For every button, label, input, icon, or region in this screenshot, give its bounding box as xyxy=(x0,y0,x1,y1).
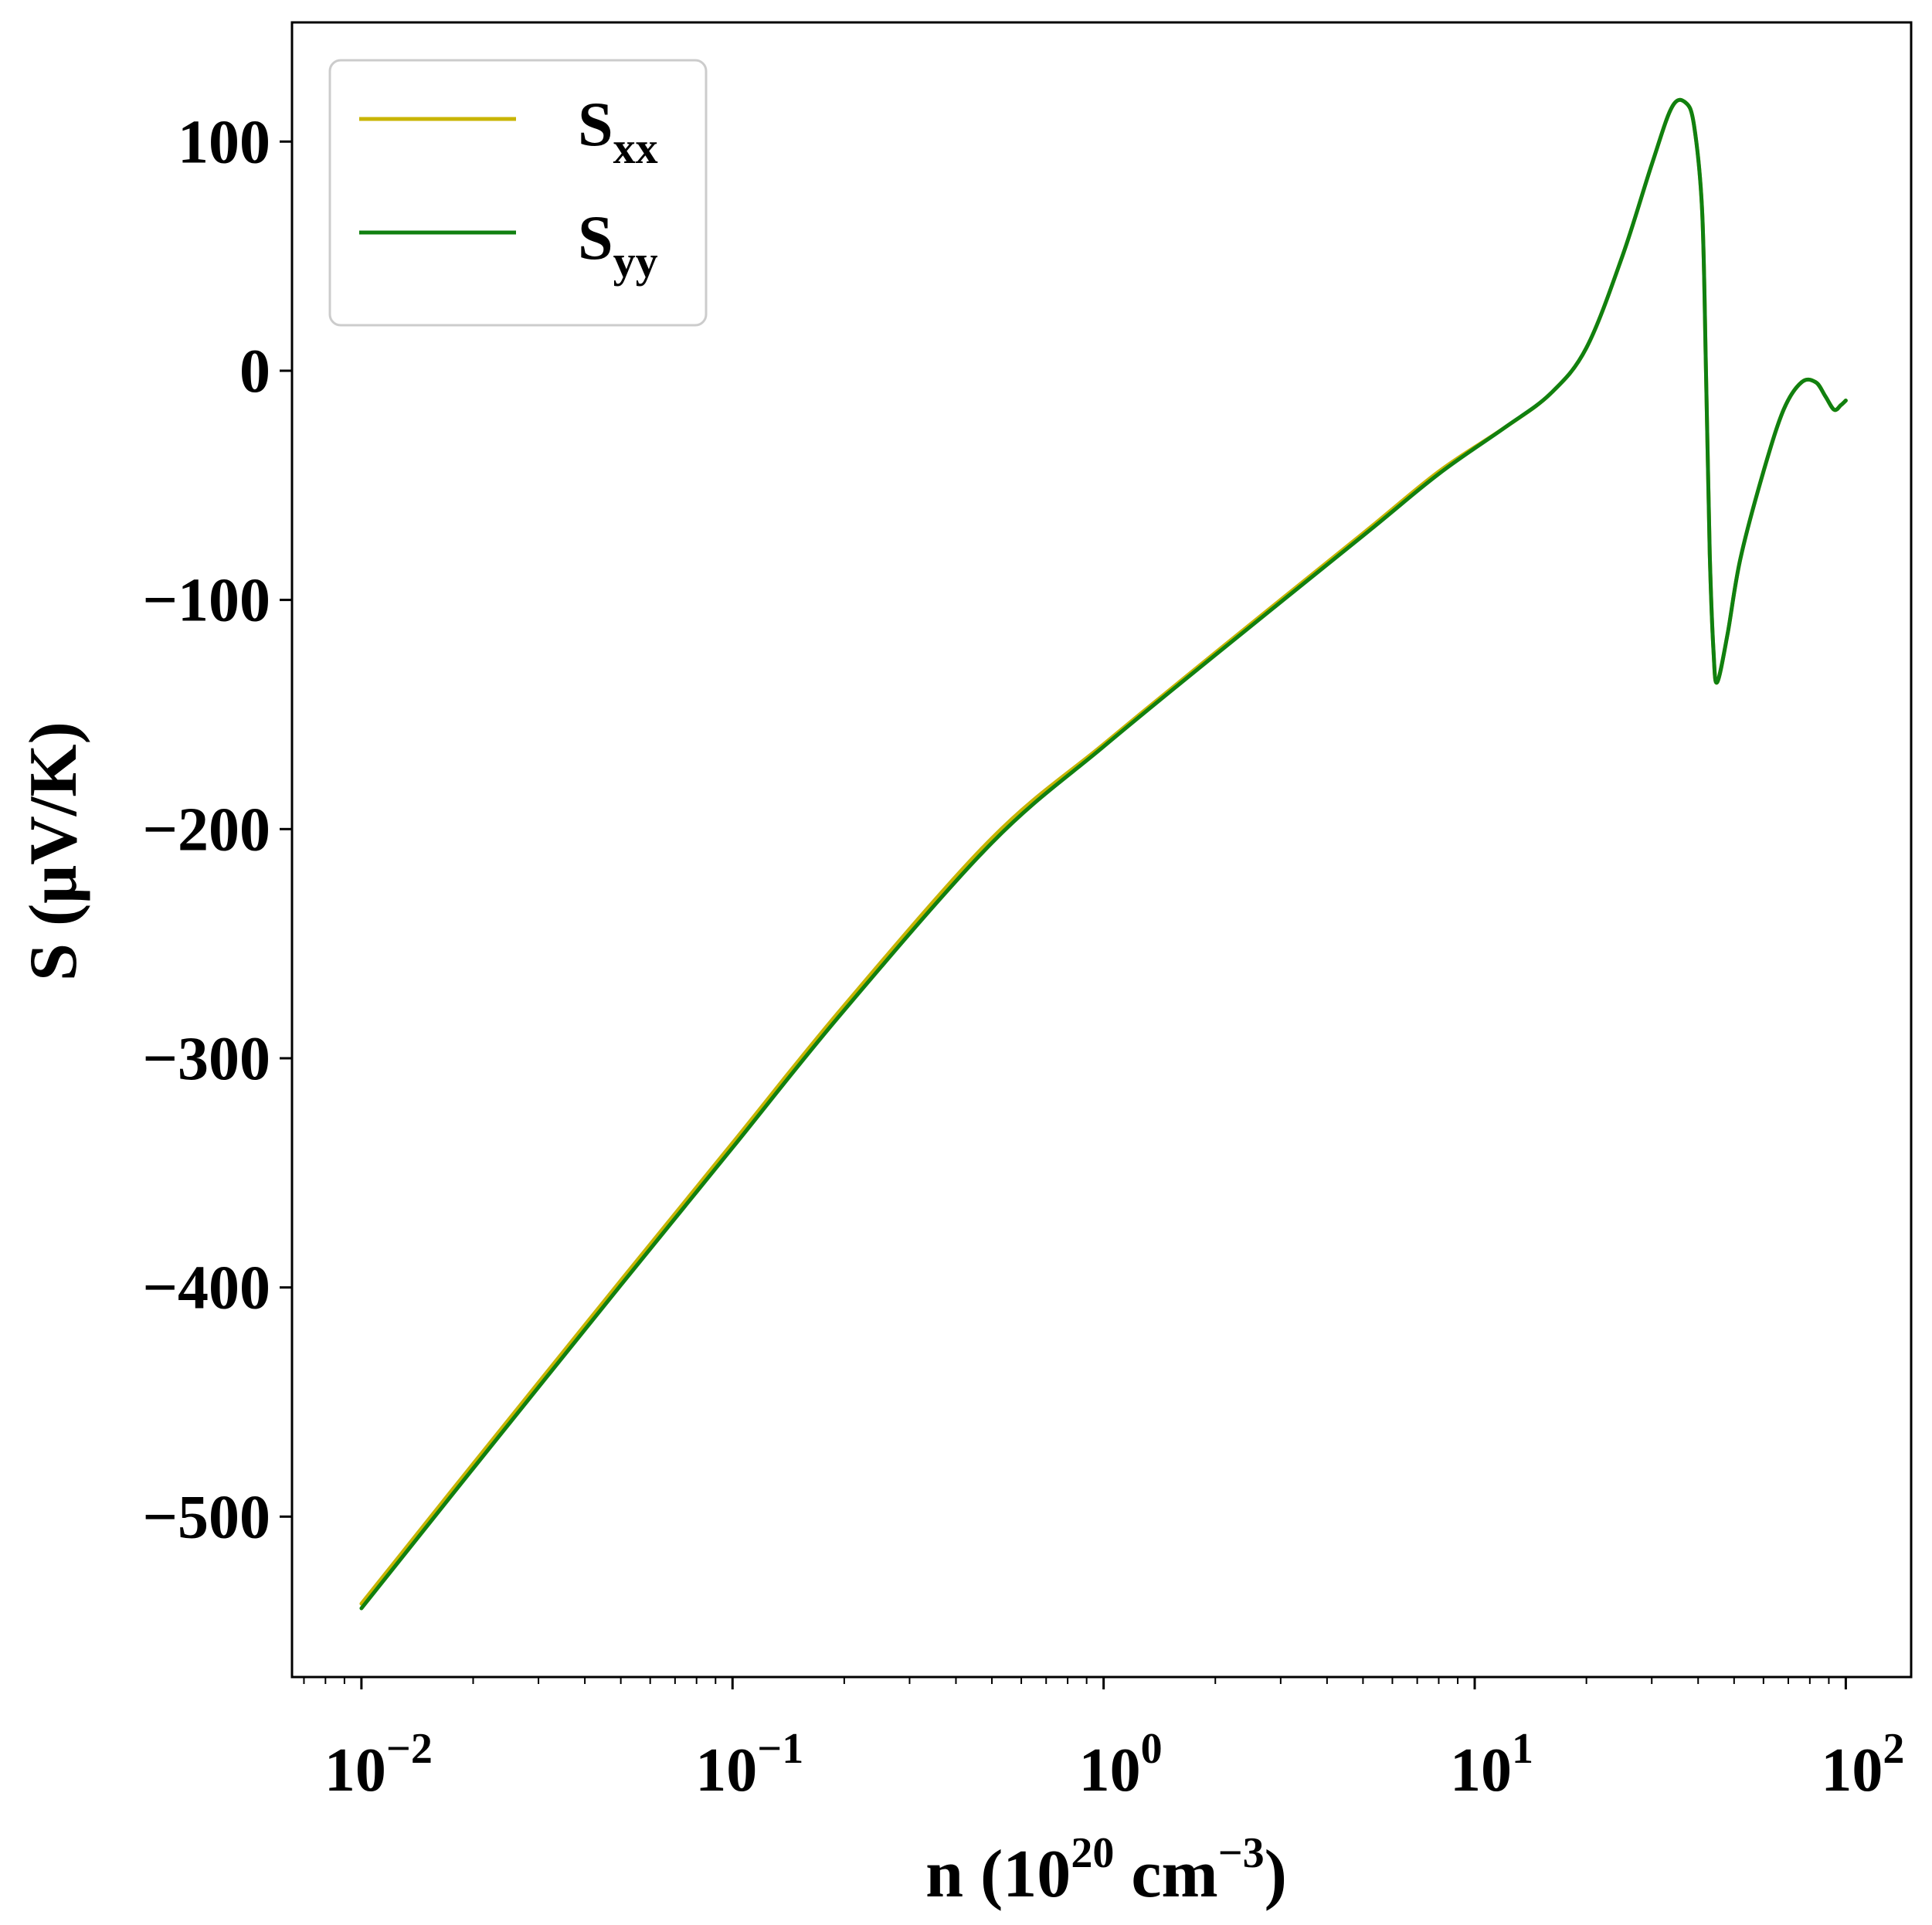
y-tick-label: −500 xyxy=(142,1483,270,1551)
legend-label-sxx: Sxx xyxy=(578,89,658,173)
y-tick-label: −300 xyxy=(142,1025,270,1093)
x-tick-label: 102 xyxy=(1821,1725,1904,1804)
x-tick-label: 10−1 xyxy=(695,1725,803,1804)
legend: Sxx Syy xyxy=(328,59,708,327)
legend-label-syy: Syy xyxy=(578,202,658,287)
x-tick-label: 100 xyxy=(1079,1725,1163,1804)
series-line-syy xyxy=(359,97,1848,1611)
y-tick-label: 100 xyxy=(178,108,270,176)
y-tick-label: 0 xyxy=(239,338,270,406)
y-tick-label: −200 xyxy=(142,796,270,864)
y-tick-label: −100 xyxy=(142,567,270,635)
y-axis-label: S (μV/K) xyxy=(16,721,91,981)
y-tick-label: −400 xyxy=(142,1254,270,1322)
x-tick-label: 10−2 xyxy=(324,1725,433,1804)
x-axis-label: n (1020 cm−3) xyxy=(925,1829,1287,1912)
x-axis: 10−2 10−1 100 101 102 xyxy=(303,1677,1904,1804)
series-layer xyxy=(359,97,1848,1611)
plot-frame xyxy=(290,21,1913,1679)
x-tick-label: 101 xyxy=(1450,1725,1533,1804)
legend-box xyxy=(328,59,708,327)
y-axis: 100 0 −100 −200 −300 −400 −500 xyxy=(142,108,292,1551)
